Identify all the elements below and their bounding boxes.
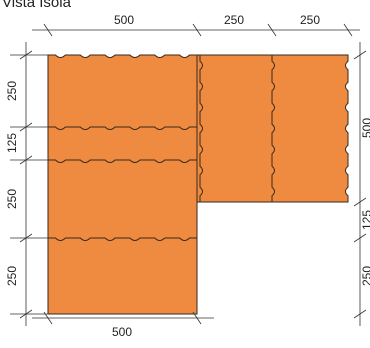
dim-tick [192, 311, 202, 325]
joint-v-1 [199, 55, 203, 202]
joint-h-1 [48, 126, 197, 130]
dim-label-left-1: 250 [5, 81, 19, 101]
brick-shape-main [47, 54, 198, 315]
dim-tick [353, 50, 367, 60]
dim-tick [267, 23, 277, 37]
dim-label-right-2: 125 [360, 210, 370, 230]
dim-tick [353, 197, 367, 207]
dim-label-bottom-1: 500 [112, 325, 132, 339]
dim-label-top-3: 250 [300, 13, 320, 27]
title: Vista Isola [2, 0, 71, 11]
dim-tick [353, 233, 367, 243]
dim-tick [343, 23, 353, 37]
dim-label-top-1: 500 [114, 13, 134, 27]
dim-label-top-2: 250 [224, 13, 244, 27]
dim-tick [192, 23, 202, 37]
dim-label-left-3: 250 [5, 189, 19, 209]
dimension-labels: 500 250 250 500 250 125 250 250 500 125 … [5, 13, 370, 339]
brick-shape-side [196, 54, 349, 203]
joint-h-2 [48, 159, 197, 163]
joint-v-2 [271, 55, 275, 202]
dim-label-right-3: 250 [360, 266, 370, 286]
brick-wall [47, 54, 349, 315]
joint-h-3 [48, 237, 197, 241]
dim-tick [43, 23, 53, 37]
dim-label-right-1: 500 [360, 118, 370, 138]
dim-tick [353, 309, 367, 319]
dimension-lines [10, 23, 367, 326]
dim-label-left-4: 250 [5, 266, 19, 286]
dim-label-left-2: 125 [5, 133, 19, 153]
